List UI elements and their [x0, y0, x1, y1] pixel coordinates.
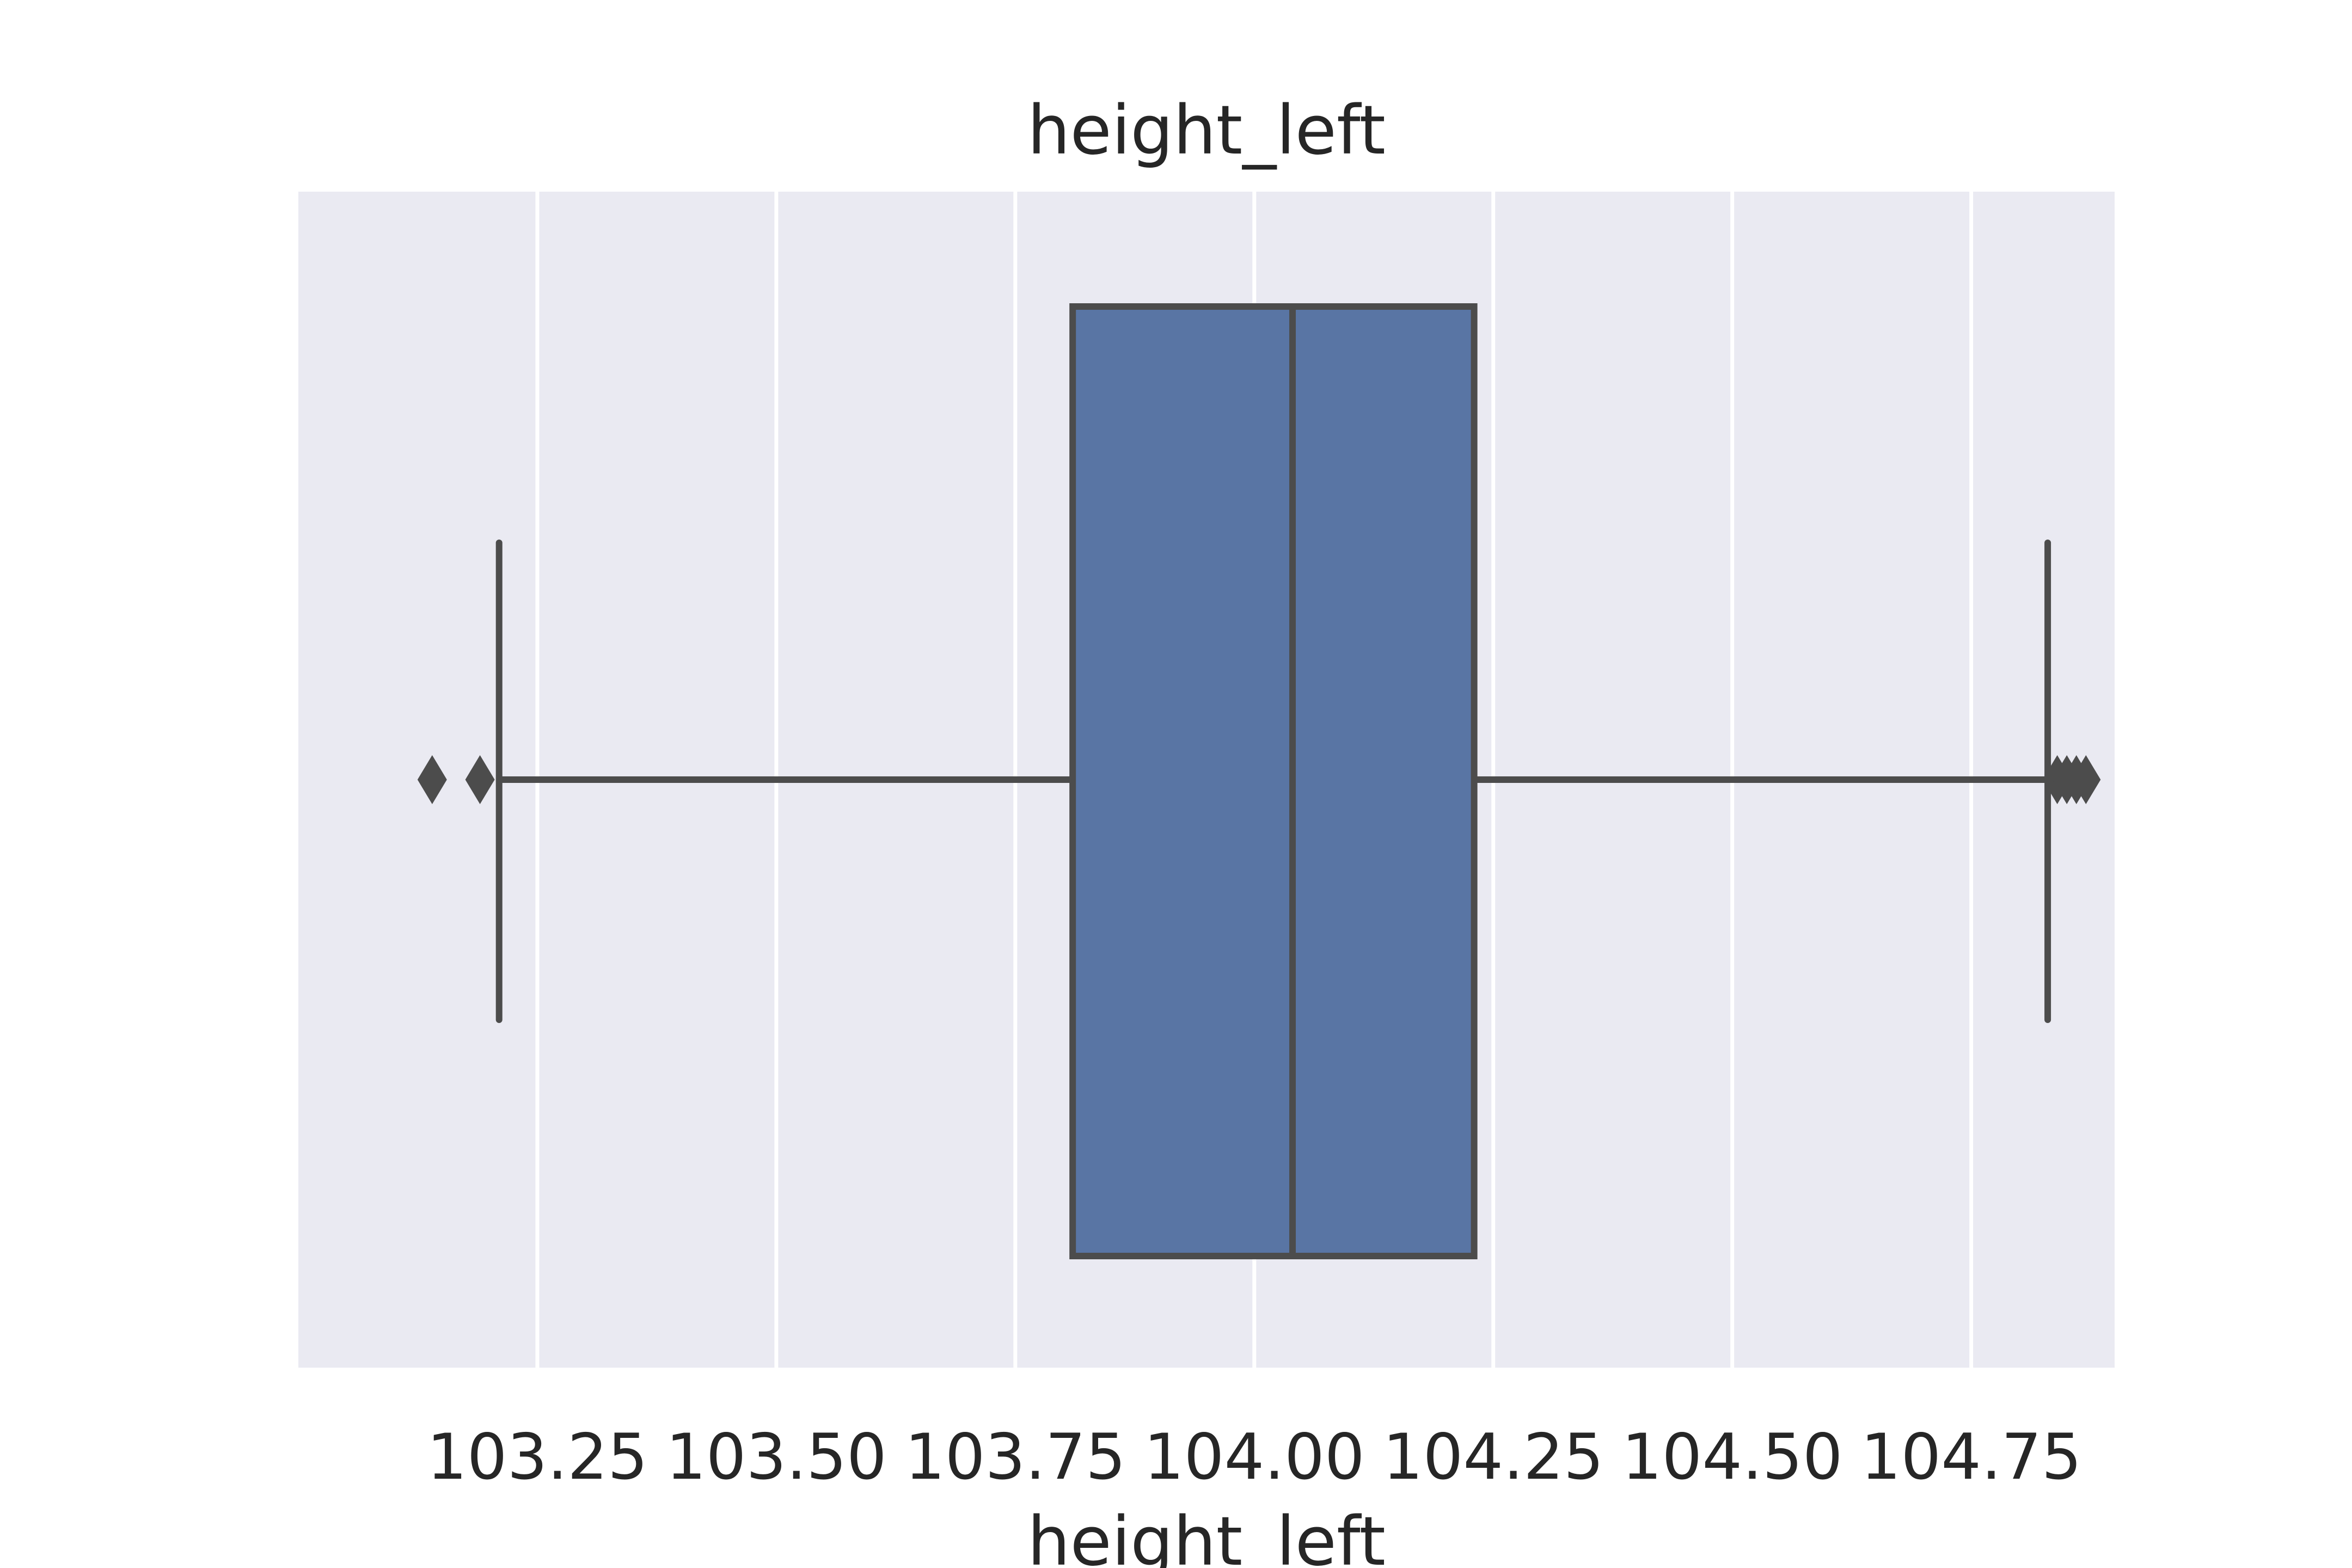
x-tick-label: 103.50 — [666, 1420, 887, 1494]
x-tick-label: 104.00 — [1144, 1420, 1365, 1494]
chart-title: height_left — [1027, 91, 1386, 170]
outlier-point — [2071, 755, 2101, 804]
x-tick-label: 103.75 — [905, 1420, 1126, 1494]
x-tick-labels: 103.25 103.50 103.75 104.00 104.25 104.50 104.… — [427, 1420, 2082, 1494]
x-axis-label: height_left — [1027, 1503, 1386, 1568]
x-tick-label: 103.25 — [427, 1420, 648, 1494]
box-marks — [417, 303, 2101, 1259]
outlier-point — [465, 755, 495, 804]
x-tick-label: 104.25 — [1383, 1420, 1604, 1494]
iqr-box — [1069, 303, 1478, 1259]
x-tick-label: 104.50 — [1622, 1420, 1843, 1494]
outlier-point — [417, 755, 447, 804]
x-tick-label: 104.75 — [1861, 1420, 2082, 1494]
